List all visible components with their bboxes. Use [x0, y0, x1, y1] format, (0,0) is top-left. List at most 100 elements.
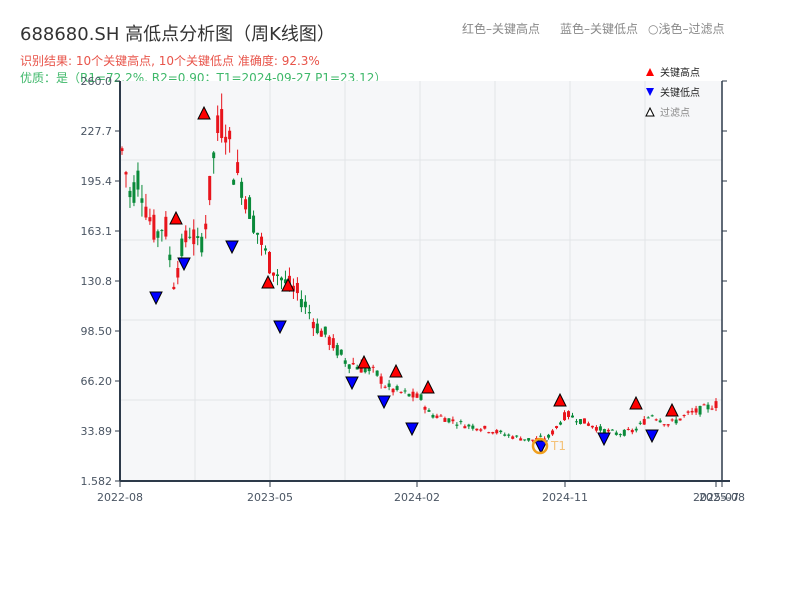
- candle-body: [463, 426, 467, 429]
- candle-body: [248, 197, 252, 219]
- candle-body: [630, 429, 634, 433]
- key-low-marker-icon: [645, 429, 659, 444]
- legend-low-icon: [646, 88, 654, 96]
- key-high-marker-icon: [553, 392, 567, 407]
- candle-body: [327, 336, 331, 345]
- candle-body: [674, 419, 678, 424]
- candle-body: [582, 418, 586, 424]
- y-tick-label: 227.7: [81, 125, 113, 138]
- x-tick-label: 2024-02: [394, 491, 440, 504]
- key-low-marker-icon: [377, 395, 391, 410]
- candle-body: [228, 130, 232, 140]
- candle-body: [527, 438, 531, 441]
- x-tick-label: 2023-05: [247, 491, 293, 504]
- candle-body: [236, 162, 240, 174]
- candle-body: [140, 198, 144, 203]
- candle-body: [148, 217, 152, 222]
- key-high-marker-icon: [421, 379, 435, 394]
- candle-body: [244, 199, 248, 210]
- candle-body: [427, 410, 431, 412]
- candle-body: [208, 175, 212, 201]
- candle-body: [395, 386, 399, 390]
- candle-body: [323, 326, 327, 335]
- candle-body: [419, 394, 423, 400]
- candle-body: [156, 231, 160, 238]
- candle-body: [586, 423, 590, 426]
- candle-body: [602, 429, 606, 434]
- candle-body: [606, 429, 610, 432]
- candle-body: [279, 277, 283, 281]
- candle-body: [216, 115, 220, 134]
- candle-body: [567, 411, 571, 417]
- candle-body: [256, 232, 260, 235]
- candle-body: [232, 179, 236, 185]
- candle-body: [128, 190, 132, 198]
- candle-body: [654, 419, 658, 421]
- candle-body: [511, 436, 515, 439]
- candle-body: [423, 406, 427, 410]
- candle-body: [307, 312, 311, 314]
- candle-body: [519, 438, 523, 441]
- legend-red-text: 红色–关键高点: [462, 22, 541, 36]
- candle-body: [331, 338, 335, 349]
- y-tick-label: 163.1: [81, 225, 113, 238]
- candle-body: [646, 417, 650, 419]
- t1-ring-icon: [531, 437, 549, 455]
- candle-body: [303, 301, 307, 308]
- candle-body: [196, 236, 200, 238]
- candle-body: [662, 424, 666, 426]
- candle-body: [264, 248, 268, 251]
- candle-body: [455, 424, 459, 426]
- legend-filtered-icon: [645, 106, 655, 117]
- candle-body: [164, 216, 168, 237]
- candle-body: [339, 349, 343, 355]
- y-tick-label: 1.582: [81, 475, 113, 488]
- candle-body: [271, 272, 275, 276]
- candle-body: [319, 330, 323, 337]
- candle-body: [614, 432, 618, 435]
- key-high-marker-icon: [629, 395, 643, 410]
- candle-body: [594, 427, 598, 431]
- key-low-marker-icon: [534, 440, 548, 455]
- candle-body: [295, 282, 299, 294]
- x-tick-label: 2024-11: [542, 491, 588, 504]
- candle-body: [610, 429, 614, 431]
- key-high-marker-icon: [261, 274, 275, 289]
- candle-body: [391, 388, 395, 393]
- candle-body: [539, 435, 543, 437]
- candle-body: [714, 401, 718, 409]
- candle-body: [188, 236, 192, 238]
- key-low-marker-icon: [273, 320, 287, 335]
- candle-body: [590, 425, 594, 428]
- candle-body: [682, 415, 686, 417]
- y-tick-label: 195.4: [81, 175, 113, 188]
- candle-body: [507, 434, 511, 436]
- key-high-marker-icon: [197, 105, 211, 120]
- x-tick-label: 2025-07: [693, 491, 739, 504]
- candle-body: [315, 323, 319, 334]
- candle-body: [578, 419, 582, 424]
- candle-body: [411, 391, 415, 398]
- top-color-legend: 红色–关键高点 蓝色–关键低点 ○浅色–过滤点: [462, 20, 725, 37]
- x-tick-label: 2022-08: [97, 491, 143, 504]
- candle-body: [176, 268, 180, 278]
- candle-body: [132, 182, 136, 203]
- y-tick-label: 33.89: [81, 425, 113, 438]
- candle-body: [124, 172, 128, 175]
- legend-filtered-label: 过滤点: [660, 106, 690, 119]
- candle-body: [172, 286, 176, 290]
- candle-body: [120, 148, 124, 152]
- candle-body: [626, 428, 630, 430]
- legend-light-text: ○浅色–过滤点: [648, 22, 725, 36]
- x-tick-label: 2025-08: [699, 491, 745, 504]
- key-low-marker-icon: [177, 257, 191, 272]
- key-low-marker-icon: [345, 376, 359, 391]
- candle-body: [435, 415, 439, 418]
- key-high-marker-icon: [357, 354, 371, 369]
- candle-body: [515, 435, 519, 437]
- candle-body: [136, 170, 140, 190]
- candle-body: [634, 428, 638, 431]
- legend-high-label: 关键高点: [660, 66, 700, 79]
- candle-body: [200, 236, 204, 253]
